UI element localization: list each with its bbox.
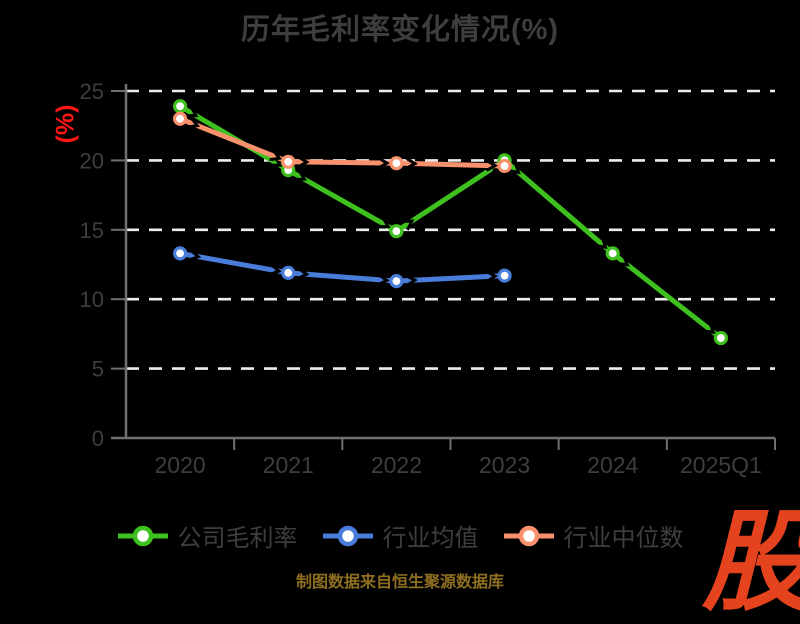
direction-arrow	[378, 217, 391, 229]
direction-arrow	[186, 106, 199, 118]
direction-arrow	[485, 270, 499, 283]
series-line-0	[177, 103, 724, 341]
data-point-1-2022[interactable]	[389, 274, 404, 289]
data-point-1-2021[interactable]	[281, 265, 296, 280]
legend-marker-icon-2	[503, 525, 554, 546]
source-note: 制图数据来自恒生聚源数据库	[295, 574, 504, 591]
direction-arrow	[405, 274, 418, 287]
x-tick-label-2023: 2023	[479, 452, 530, 478]
y-tick-label-0: 0	[92, 426, 104, 451]
legend-item-0[interactable]: 公司毛利率	[117, 518, 298, 553]
y-tick-label-15: 15	[80, 218, 104, 243]
direction-arrow	[617, 255, 630, 267]
data-point-2-2021[interactable]	[281, 154, 296, 169]
legend-item-1[interactable]: 行业均值	[322, 518, 479, 553]
data-point-0-2025Q1[interactable]	[713, 330, 729, 346]
line-chart-canvas: 0 5 10 15 20 25 2020 2021 2022 2023 2024 2025Q1	[80, 79, 776, 478]
data-point-0-2024[interactable]	[605, 246, 620, 261]
direction-arrow	[703, 322, 716, 335]
legend-item-label: 行业均值	[382, 525, 479, 552]
direction-arrow	[297, 267, 310, 280]
direction-arrow	[297, 155, 310, 169]
series-line-2	[177, 116, 508, 169]
data-point-0-2020[interactable]	[172, 99, 188, 114]
y-tick-label-20: 20	[80, 148, 104, 173]
x-tick-label-2022: 2022	[371, 452, 422, 478]
legend-marker-icon-1	[322, 525, 373, 546]
legend-item-label: 行业中位数	[563, 525, 684, 552]
y-tick-label-5: 5	[92, 357, 104, 382]
y-tick-label-10: 10	[80, 287, 104, 312]
y-tick-label-25: 25	[80, 79, 104, 104]
data-point-1-2023[interactable]	[497, 268, 512, 283]
direction-arrow	[377, 156, 390, 170]
direction-arrow	[405, 157, 418, 170]
x-tick-label-2024: 2024	[587, 452, 638, 478]
legend-marker-icon-0	[117, 525, 168, 546]
data-point-2-2023[interactable]	[497, 158, 512, 174]
data-point-1-2020[interactable]	[172, 246, 188, 261]
direction-arrow	[595, 237, 608, 250]
chart-title: 历年毛利率变化情况(%)	[240, 14, 560, 46]
direction-arrow	[401, 219, 415, 231]
direction-arrow	[187, 116, 201, 129]
legend-item-label: 公司毛利率	[177, 525, 298, 552]
series-line-1	[177, 250, 508, 284]
direction-arrow	[377, 273, 390, 287]
data-point-2-2022[interactable]	[389, 156, 404, 171]
legend-item-2[interactable]: 行业中位数	[503, 518, 684, 553]
brand-logo: 股	[702, 501, 800, 624]
x-tick-label-2021: 2021	[263, 452, 314, 478]
direction-arrow	[508, 162, 521, 175]
direction-arrow	[269, 149, 283, 162]
direction-arrow	[294, 169, 307, 181]
data-point-2-2020[interactable]	[172, 111, 188, 126]
direction-arrow	[485, 159, 499, 172]
data-point-0-2022[interactable]	[389, 224, 404, 239]
legend: 公司毛利率 行业均值 行业中位数	[0, 518, 800, 553]
direction-arrow	[188, 249, 202, 262]
x-tick-label-2020: 2020	[154, 452, 205, 478]
x-tick-label-2025Q1: 2025Q1	[680, 452, 762, 478]
direction-arrow	[269, 263, 282, 276]
